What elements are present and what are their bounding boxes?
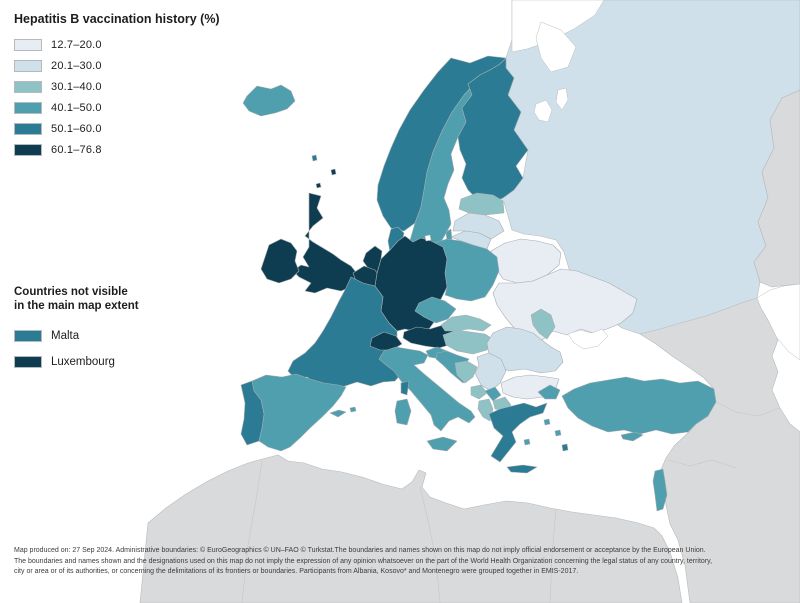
africa-internal-border-3 (549, 508, 557, 603)
country-shetland (330, 168, 337, 176)
country-portugal (240, 380, 265, 446)
luxembourg-swatch (14, 356, 42, 368)
inset-title-line2: in the main map extent (14, 300, 139, 312)
malta-swatch (14, 330, 42, 342)
lake-vanern (424, 234, 432, 242)
lake-ladoga (533, 99, 553, 123)
country-ukraine (492, 268, 638, 342)
mideast-internal-border-1 (667, 459, 737, 469)
legend-label: 30.1–40.0 (51, 80, 102, 93)
country-united-kingdom (292, 192, 360, 294)
legend-swatch-1 (14, 38, 42, 51)
country-israel (652, 468, 668, 512)
legend-row: 40.1–50.0 (14, 97, 220, 118)
country-belarus (490, 238, 562, 284)
inset-row-luxembourg: Luxembourg (14, 349, 139, 375)
aegean-island (543, 418, 551, 426)
country-greece (488, 402, 548, 463)
country-france (287, 276, 402, 390)
mideast-internal-border-2 (715, 401, 781, 417)
country-orkney (315, 182, 322, 189)
country-moldova (530, 308, 556, 340)
footer-line-1: Map produced on: 27 Sep 2024. Administra… (14, 547, 706, 554)
country-serbia (474, 352, 507, 392)
legend-label: 50.1–60.0 (51, 122, 102, 135)
white-sea (535, 21, 577, 73)
legend-swatch-5 (14, 122, 42, 135)
country-bosnia-herzegovina (454, 360, 478, 384)
footer-line-2: The boundaries and names shown and the d… (14, 557, 713, 565)
map-footer-disclaimer: Map produced on: 27 Sep 2024. Administra… (14, 546, 786, 578)
legend-row: 50.1–60.0 (14, 118, 220, 139)
not-visible-countries-inset: Countries not visible in the main map ex… (14, 285, 139, 375)
aegean-island (523, 438, 531, 446)
africa-internal-border-2 (419, 486, 441, 603)
legend-row: 30.1–40.0 (14, 76, 220, 97)
inset-row-malta: Malta (14, 323, 139, 349)
legend-swatch-3 (14, 80, 42, 93)
country-turkey (561, 376, 717, 435)
legend-swatch-2 (14, 59, 42, 72)
country-estonia (458, 192, 505, 216)
country-sicily (426, 436, 458, 452)
footer-line-3: city or area or of its authorities, or c… (14, 568, 579, 575)
country-faroe-islands (311, 154, 318, 162)
legend-row: 20.1–30.0 (14, 55, 220, 76)
country-slovakia (440, 314, 492, 332)
legend-swatch-6 (14, 143, 42, 156)
legend-swatch-4 (14, 101, 42, 114)
country-montenegro (470, 384, 488, 400)
legend-label: 20.1–30.0 (51, 59, 102, 72)
malta-label: Malta (51, 330, 80, 342)
legend: Hepatitis B vaccination history (%) 12.7… (14, 12, 220, 160)
country-czechia (414, 296, 457, 324)
country-balearic-islands (329, 409, 347, 418)
country-cyprus (620, 431, 644, 442)
africa-internal-border-1 (241, 460, 263, 603)
country-sardinia (394, 398, 412, 426)
country-latvia (452, 212, 505, 240)
country-corsica (400, 380, 410, 396)
aegean-island (554, 429, 562, 437)
luxembourg-label: Luxembourg (51, 356, 115, 368)
legend-row: 60.1–76.8 (14, 139, 220, 160)
legend-label: 60.1–76.8 (51, 143, 102, 156)
country-iceland (242, 84, 296, 117)
legend-label: 40.1–50.0 (51, 101, 102, 114)
country-balearic-east (349, 406, 357, 413)
legend-row: 12.7–20.0 (14, 34, 220, 55)
country-kosovo (484, 386, 502, 402)
country-ireland (260, 238, 300, 284)
region-north-africa (139, 454, 683, 603)
lake-onega (555, 87, 569, 111)
country-crete (506, 464, 538, 474)
inset-title-line1: Countries not visible (14, 286, 128, 298)
country-hungary (442, 329, 495, 355)
country-turkey-thrace (537, 384, 561, 400)
caspian-sea (756, 283, 800, 361)
legend-label: 12.7–20.0 (51, 38, 102, 51)
crimea-peninsula (567, 328, 609, 350)
country-kazakhstan (753, 89, 800, 288)
country-rhodes (561, 443, 569, 452)
country-netherlands (362, 245, 383, 274)
legend-title: Hepatitis B vaccination history (%) (14, 12, 220, 26)
